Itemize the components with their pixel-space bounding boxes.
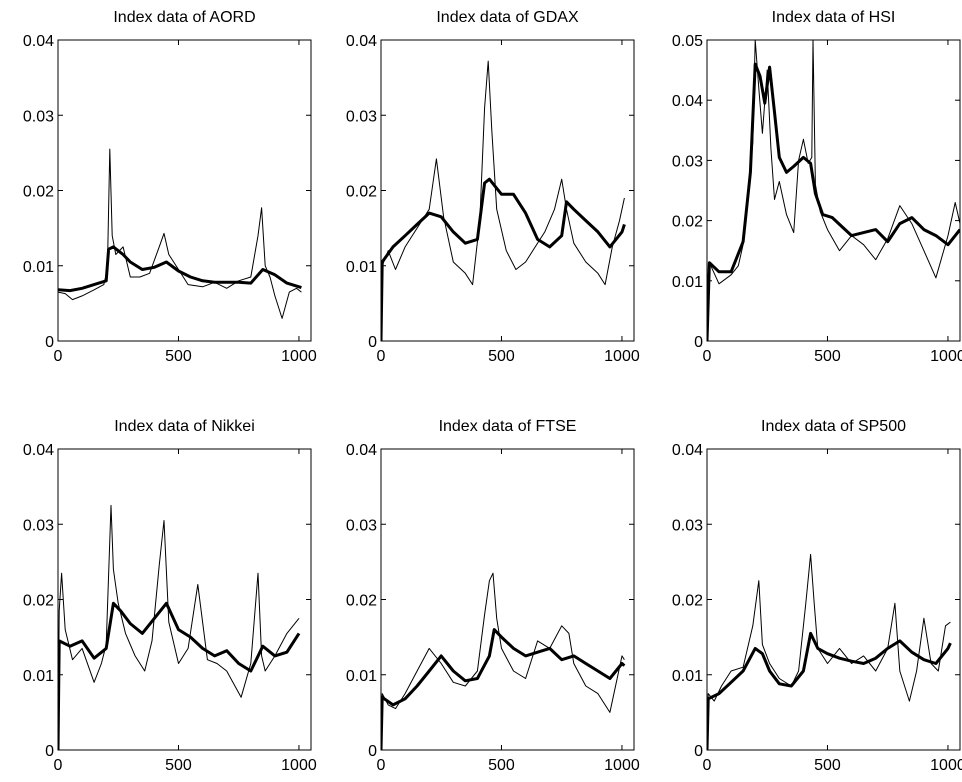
series-group xyxy=(381,60,626,341)
y-tick-label: 0 xyxy=(368,743,377,760)
y-tick-label: 0.01 xyxy=(346,259,377,276)
y-tick-label: 0.02 xyxy=(672,214,703,231)
subplot-4: 0 500 1000 0 0.01 0.02 0.03 0.04 Index data of F… xyxy=(346,418,640,774)
x-tick-label: 0 xyxy=(377,348,386,365)
series-line-thin xyxy=(58,504,300,750)
x-tick-label: 500 xyxy=(165,757,192,774)
series-line-thin xyxy=(381,572,625,750)
series-line-thin xyxy=(58,148,302,319)
y-tick-label: 0.03 xyxy=(346,108,377,125)
series-line-thick xyxy=(707,631,952,750)
x-tick-label: 0 xyxy=(703,348,712,365)
subplot-3: 0 500 1000 0 0.01 0.02 0.03 0.04 Index data of N… xyxy=(23,418,317,774)
subplot-0: 0 500 1000 0 0.01 0.02 0.03 0.04 Index data of A… xyxy=(23,9,317,365)
x-tick-label: 0 xyxy=(703,757,712,774)
series-line-thick xyxy=(381,628,626,750)
y-tick-label: 0.04 xyxy=(346,442,377,459)
y-tick-label: 0.04 xyxy=(672,93,703,110)
x-tick-label: 500 xyxy=(165,348,192,365)
axes-frame xyxy=(380,39,635,342)
x-tick-label: 1000 xyxy=(604,348,640,365)
y-tick-label: 0 xyxy=(45,743,54,760)
y-tick-label: 0.02 xyxy=(346,593,377,610)
series-line-thick xyxy=(707,62,960,341)
y-tick-label: 0.02 xyxy=(23,184,54,201)
x-tick-label: 500 xyxy=(488,757,515,774)
series-group xyxy=(707,40,960,341)
series-group xyxy=(58,148,302,319)
y-tick-label: 0.04 xyxy=(23,442,54,459)
y-tick-label: 0.03 xyxy=(346,517,377,534)
axes-frame xyxy=(706,39,961,342)
chart-title: Index data of AORD xyxy=(113,9,255,26)
series-group xyxy=(58,504,301,750)
y-tick-label: 0.05 xyxy=(672,33,703,50)
y-tick-label: 0.02 xyxy=(672,593,703,610)
chart-title: Index data of SP500 xyxy=(761,418,906,435)
y-tick-label: 0.04 xyxy=(672,442,703,459)
series-group xyxy=(707,553,952,750)
chart-title: Index data of HSI xyxy=(772,9,896,26)
x-tick-label: 0 xyxy=(54,757,63,774)
x-tick-label: 1000 xyxy=(604,757,640,774)
y-tick-label: 0 xyxy=(45,334,54,351)
y-tick-label: 0.03 xyxy=(23,108,54,125)
y-tick-label: 0 xyxy=(694,334,703,351)
chart-title: Index data of Nikkei xyxy=(114,418,255,435)
y-tick-label: 0 xyxy=(694,743,703,760)
series-group xyxy=(381,572,626,750)
x-tick-label: 1000 xyxy=(281,348,317,365)
x-tick-label: 1000 xyxy=(930,757,962,774)
x-tick-label: 500 xyxy=(488,348,515,365)
y-tick-label: 0.01 xyxy=(346,668,377,685)
series-line-thin xyxy=(381,60,625,341)
axes-frame xyxy=(57,448,312,751)
y-tick-label: 0.01 xyxy=(672,274,703,291)
subplot-5: 0 500 1000 0 0.01 0.02 0.03 0.04 Index data of S… xyxy=(672,418,962,774)
axes-frame xyxy=(380,448,635,751)
subplot-1: 0 500 1000 0 0.01 0.02 0.03 0.04 Index data of G… xyxy=(346,9,640,365)
y-tick-label: 0.03 xyxy=(672,517,703,534)
series-line-thick xyxy=(58,245,302,293)
y-tick-label: 0.01 xyxy=(23,259,54,276)
series-line-thin xyxy=(707,553,951,750)
axes-frame xyxy=(57,39,312,342)
series-line-thick xyxy=(381,177,626,341)
y-tick-label: 0 xyxy=(368,334,377,351)
y-tick-label: 0.01 xyxy=(672,668,703,685)
y-tick-label: 0.03 xyxy=(23,517,54,534)
y-tick-label: 0.02 xyxy=(346,184,377,201)
x-tick-label: 0 xyxy=(54,348,63,365)
y-tick-label: 0.04 xyxy=(23,33,54,50)
chart-title: Index data of GDAX xyxy=(436,9,579,26)
series-line-thick xyxy=(58,601,301,750)
y-tick-label: 0.01 xyxy=(23,668,54,685)
y-tick-label: 0.02 xyxy=(23,593,54,610)
axes-frame xyxy=(706,448,961,751)
x-tick-label: 500 xyxy=(814,757,841,774)
chart-title: Index data of FTSE xyxy=(439,418,577,435)
series-line-thin xyxy=(707,40,960,341)
y-tick-label: 0.03 xyxy=(672,153,703,170)
x-tick-label: 1000 xyxy=(281,757,317,774)
y-tick-label: 0.04 xyxy=(346,33,377,50)
x-tick-label: 500 xyxy=(814,348,841,365)
x-tick-label: 1000 xyxy=(930,348,962,365)
x-tick-label: 0 xyxy=(377,757,386,774)
subplot-2: 0 500 1000 0 0.01 0.02 0.03 0.04 0.05 Index data … xyxy=(672,9,962,365)
